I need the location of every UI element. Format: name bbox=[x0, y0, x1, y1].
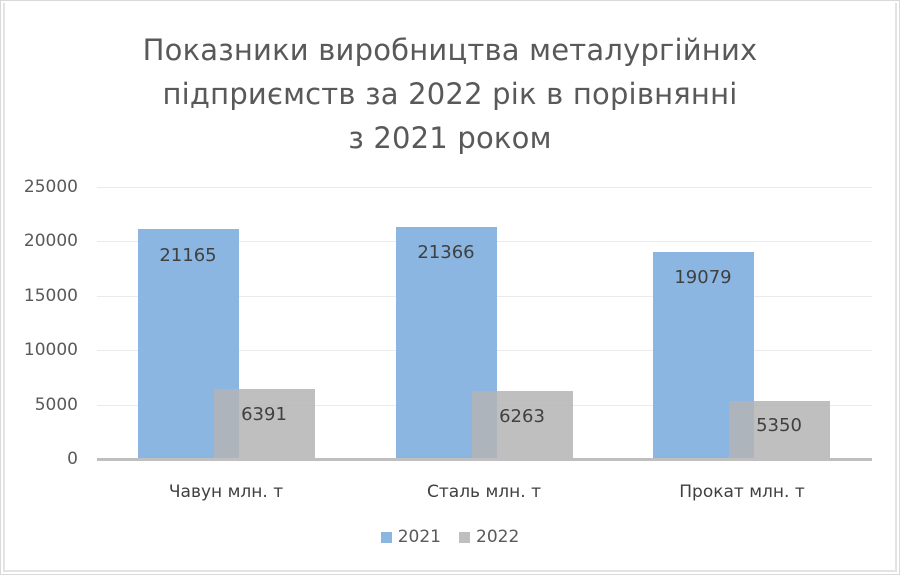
chart-legend: 2021 2022 bbox=[0, 527, 900, 547]
data-label-2022-stal: 6263 bbox=[499, 406, 545, 427]
y-tick-0: 0 bbox=[67, 449, 78, 469]
bar-2022-prokat bbox=[729, 401, 830, 459]
gridline-25000 bbox=[97, 187, 872, 188]
y-tick-20000: 20000 bbox=[23, 231, 78, 251]
bar-2022-stal bbox=[472, 391, 573, 459]
y-tick-25000: 25000 bbox=[23, 177, 78, 197]
y-tick-10000: 10000 bbox=[23, 340, 78, 360]
category-label-prokat: Прокат млн. т bbox=[679, 482, 805, 502]
legend-swatch-2022-icon bbox=[459, 531, 470, 543]
category-label-chavun: Чавун млн. т bbox=[168, 482, 284, 502]
legend-label-2021: 2021 bbox=[397, 527, 441, 547]
data-label-2021-prokat: 19079 bbox=[674, 267, 732, 288]
y-tick-5000: 5000 bbox=[34, 395, 78, 415]
category-label-stal: Сталь млн. т bbox=[427, 482, 541, 502]
chart-title-line-1: Показники виробництва металургійних bbox=[142, 33, 758, 67]
legend-item-2021[interactable]: 2021 bbox=[380, 527, 441, 547]
y-tick-15000: 15000 bbox=[23, 286, 78, 306]
legend-item-2022[interactable]: 2022 bbox=[459, 527, 519, 547]
chart-title-line-3: з 2021 роком bbox=[348, 121, 552, 155]
bar-2022-chavun bbox=[214, 389, 315, 459]
data-label-2021-stal: 21366 bbox=[417, 242, 475, 263]
legend-swatch-2021-icon bbox=[380, 531, 392, 543]
data-label-2021-chavun: 21165 bbox=[159, 245, 217, 266]
data-label-2022-chavun: 6391 bbox=[241, 404, 287, 425]
legend-label-2022: 2022 bbox=[476, 527, 520, 547]
x-axis-line bbox=[97, 458, 872, 461]
chart-frame-inner bbox=[3, 3, 897, 572]
chart-title: Показники виробництва металургійних підп… bbox=[0, 28, 900, 160]
chart-title-line-2: підприємств за 2022 рік в порівнянні bbox=[162, 77, 738, 111]
data-label-2022-prokat: 5350 bbox=[756, 415, 802, 436]
